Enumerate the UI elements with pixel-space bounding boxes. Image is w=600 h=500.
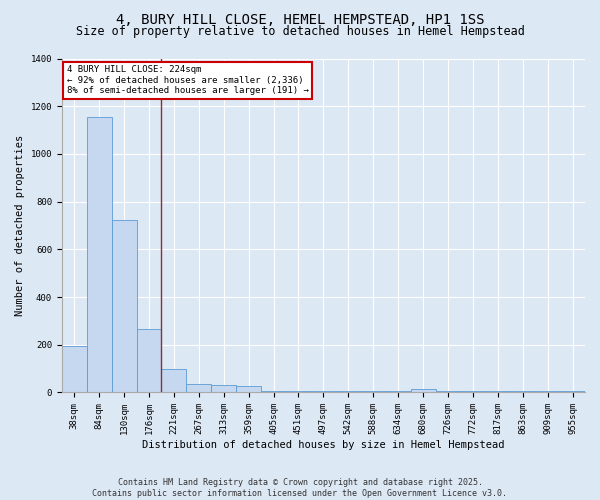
Bar bbox=[286, 390, 311, 392]
Bar bbox=[535, 390, 560, 392]
Text: Contains HM Land Registry data © Crown copyright and database right 2025.
Contai: Contains HM Land Registry data © Crown c… bbox=[92, 478, 508, 498]
Bar bbox=[86, 117, 112, 392]
Bar bbox=[161, 368, 187, 392]
Bar bbox=[211, 386, 236, 392]
Bar bbox=[336, 390, 361, 392]
Bar bbox=[386, 390, 410, 392]
Bar bbox=[460, 390, 485, 392]
Text: Size of property relative to detached houses in Hemel Hempstead: Size of property relative to detached ho… bbox=[76, 25, 524, 38]
Bar bbox=[560, 390, 585, 392]
Bar bbox=[410, 389, 436, 392]
Bar bbox=[311, 390, 336, 392]
Bar bbox=[62, 346, 86, 393]
Bar bbox=[112, 220, 137, 392]
Bar bbox=[187, 384, 211, 392]
Y-axis label: Number of detached properties: Number of detached properties bbox=[15, 135, 25, 316]
Bar bbox=[236, 386, 261, 392]
X-axis label: Distribution of detached houses by size in Hemel Hempstead: Distribution of detached houses by size … bbox=[142, 440, 505, 450]
Bar bbox=[436, 390, 460, 392]
Bar bbox=[510, 390, 535, 392]
Bar bbox=[137, 330, 161, 392]
Text: 4, BURY HILL CLOSE, HEMEL HEMPSTEAD, HP1 1SS: 4, BURY HILL CLOSE, HEMEL HEMPSTEAD, HP1… bbox=[116, 12, 484, 26]
Bar bbox=[361, 390, 386, 392]
Text: 4 BURY HILL CLOSE: 224sqm
← 92% of detached houses are smaller (2,336)
8% of sem: 4 BURY HILL CLOSE: 224sqm ← 92% of detac… bbox=[67, 65, 309, 95]
Bar bbox=[261, 390, 286, 392]
Bar bbox=[485, 390, 510, 392]
